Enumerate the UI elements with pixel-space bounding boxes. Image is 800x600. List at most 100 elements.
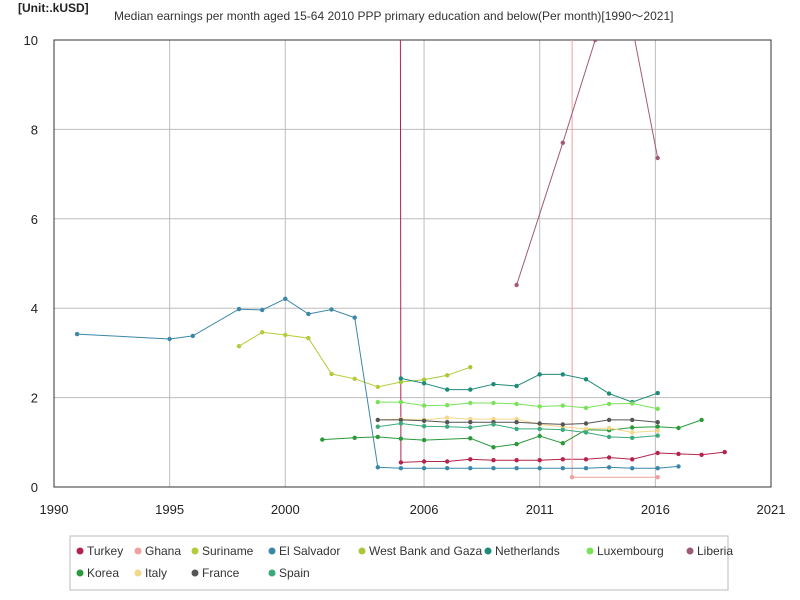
- data-point: [537, 458, 542, 463]
- data-point: [514, 426, 519, 432]
- legend-marker: [268, 569, 276, 577]
- data-point: [491, 416, 496, 422]
- data-point: [606, 425, 612, 431]
- data-point: [583, 426, 589, 432]
- data-point: [352, 435, 357, 440]
- legend-box: [69, 535, 729, 591]
- data-point: [306, 335, 311, 341]
- chart-title: Median earnings per month aged 15-64 201…: [114, 9, 673, 23]
- data-point: [630, 430, 635, 435]
- legend-label: Italy: [145, 566, 167, 580]
- y-tick-label: 8: [31, 122, 38, 137]
- y-tick-label: 10: [24, 33, 38, 48]
- data-point: [306, 311, 311, 317]
- data-point: [491, 382, 496, 387]
- data-point: [560, 372, 565, 377]
- data-point: [676, 451, 681, 457]
- series-line-el-salvador: [77, 298, 679, 469]
- legend-marker: [358, 547, 366, 555]
- legend-item: El Salvador: [268, 544, 340, 558]
- data-point: [468, 365, 473, 370]
- data-point: [167, 336, 172, 342]
- data-point: [320, 437, 325, 442]
- data-point: [445, 373, 450, 378]
- series-ghana: [569, 40, 660, 480]
- data-point: [445, 415, 450, 420]
- legend-item: Luxembourg: [586, 544, 664, 558]
- legend-item: Suriname: [191, 544, 254, 558]
- data-point: [630, 457, 635, 462]
- series-line-west-bank-and-gaza: [400, 366, 471, 383]
- series-luxembourg: [375, 399, 660, 411]
- legend-marker: [191, 569, 199, 577]
- data-point: [699, 452, 704, 457]
- data-point: [560, 403, 565, 408]
- data-point: [606, 455, 612, 460]
- data-point: [537, 404, 542, 409]
- legend-marker: [134, 547, 142, 555]
- data-point: [421, 418, 427, 423]
- data-point: [514, 416, 519, 422]
- data-point: [421, 377, 427, 382]
- data-point: [630, 417, 635, 423]
- legend-marker: [191, 547, 199, 555]
- data-point: [655, 390, 660, 396]
- y-tick-label: 4: [31, 301, 38, 316]
- legend-marker: [134, 569, 142, 577]
- series-line-netherlands: [400, 373, 658, 403]
- data-point: [375, 384, 380, 390]
- data-point: [236, 344, 242, 349]
- series-turkey: [398, 40, 727, 465]
- legend-item: Korea: [76, 566, 119, 580]
- data-point: [260, 307, 265, 313]
- data-point: [375, 417, 380, 423]
- y-tick-label: 0: [31, 480, 38, 495]
- x-tick-label: 2000: [271, 502, 300, 517]
- y-tick-label: 2: [31, 391, 38, 406]
- x-tick-label: 2011: [526, 502, 554, 517]
- legend-marker: [268, 547, 276, 555]
- data-point: [655, 466, 660, 471]
- data-point: [722, 449, 727, 455]
- legend-label: El Salvador: [279, 544, 340, 558]
- legend-item: Netherlands: [484, 544, 560, 558]
- data-point: [491, 422, 496, 427]
- data-point: [514, 458, 519, 463]
- data-point: [421, 437, 427, 443]
- data-point: [398, 399, 404, 405]
- data-point: [398, 460, 404, 465]
- data-point: [606, 465, 612, 470]
- data-point: [236, 306, 242, 312]
- data-point: [560, 457, 565, 462]
- data-point: [583, 430, 589, 435]
- data-point: [352, 315, 357, 320]
- data-point: [655, 475, 660, 480]
- series-spain: [375, 421, 660, 440]
- data-point: [375, 434, 380, 440]
- data-point: [655, 424, 660, 429]
- data-point: [283, 296, 288, 301]
- data-point: [375, 424, 380, 429]
- series-netherlands: [398, 372, 660, 405]
- data-point: [491, 400, 496, 406]
- series-korea: [320, 417, 704, 450]
- data-point: [468, 466, 473, 471]
- data-point: [421, 459, 427, 464]
- data-point: [375, 399, 380, 405]
- data-point: [583, 421, 589, 426]
- data-point: [655, 155, 660, 161]
- data-point: [74, 331, 80, 337]
- data-point: [630, 425, 635, 430]
- data-point: [468, 420, 473, 425]
- legend-item: Turkey: [76, 544, 123, 558]
- data-point: [514, 466, 519, 471]
- series-line-turkey: [399, 40, 725, 463]
- legend-item: Spain: [268, 566, 310, 580]
- series-west-bank-and-gaza: [398, 365, 473, 385]
- data-point: [375, 465, 380, 470]
- data-point: [537, 426, 542, 432]
- legend: Turkey Ghana Suriname El Salvador West Bank …: [69, 535, 733, 591]
- data-point: [606, 417, 612, 423]
- legend-label: Suriname: [202, 544, 254, 558]
- legend-label: Luxembourg: [597, 544, 664, 558]
